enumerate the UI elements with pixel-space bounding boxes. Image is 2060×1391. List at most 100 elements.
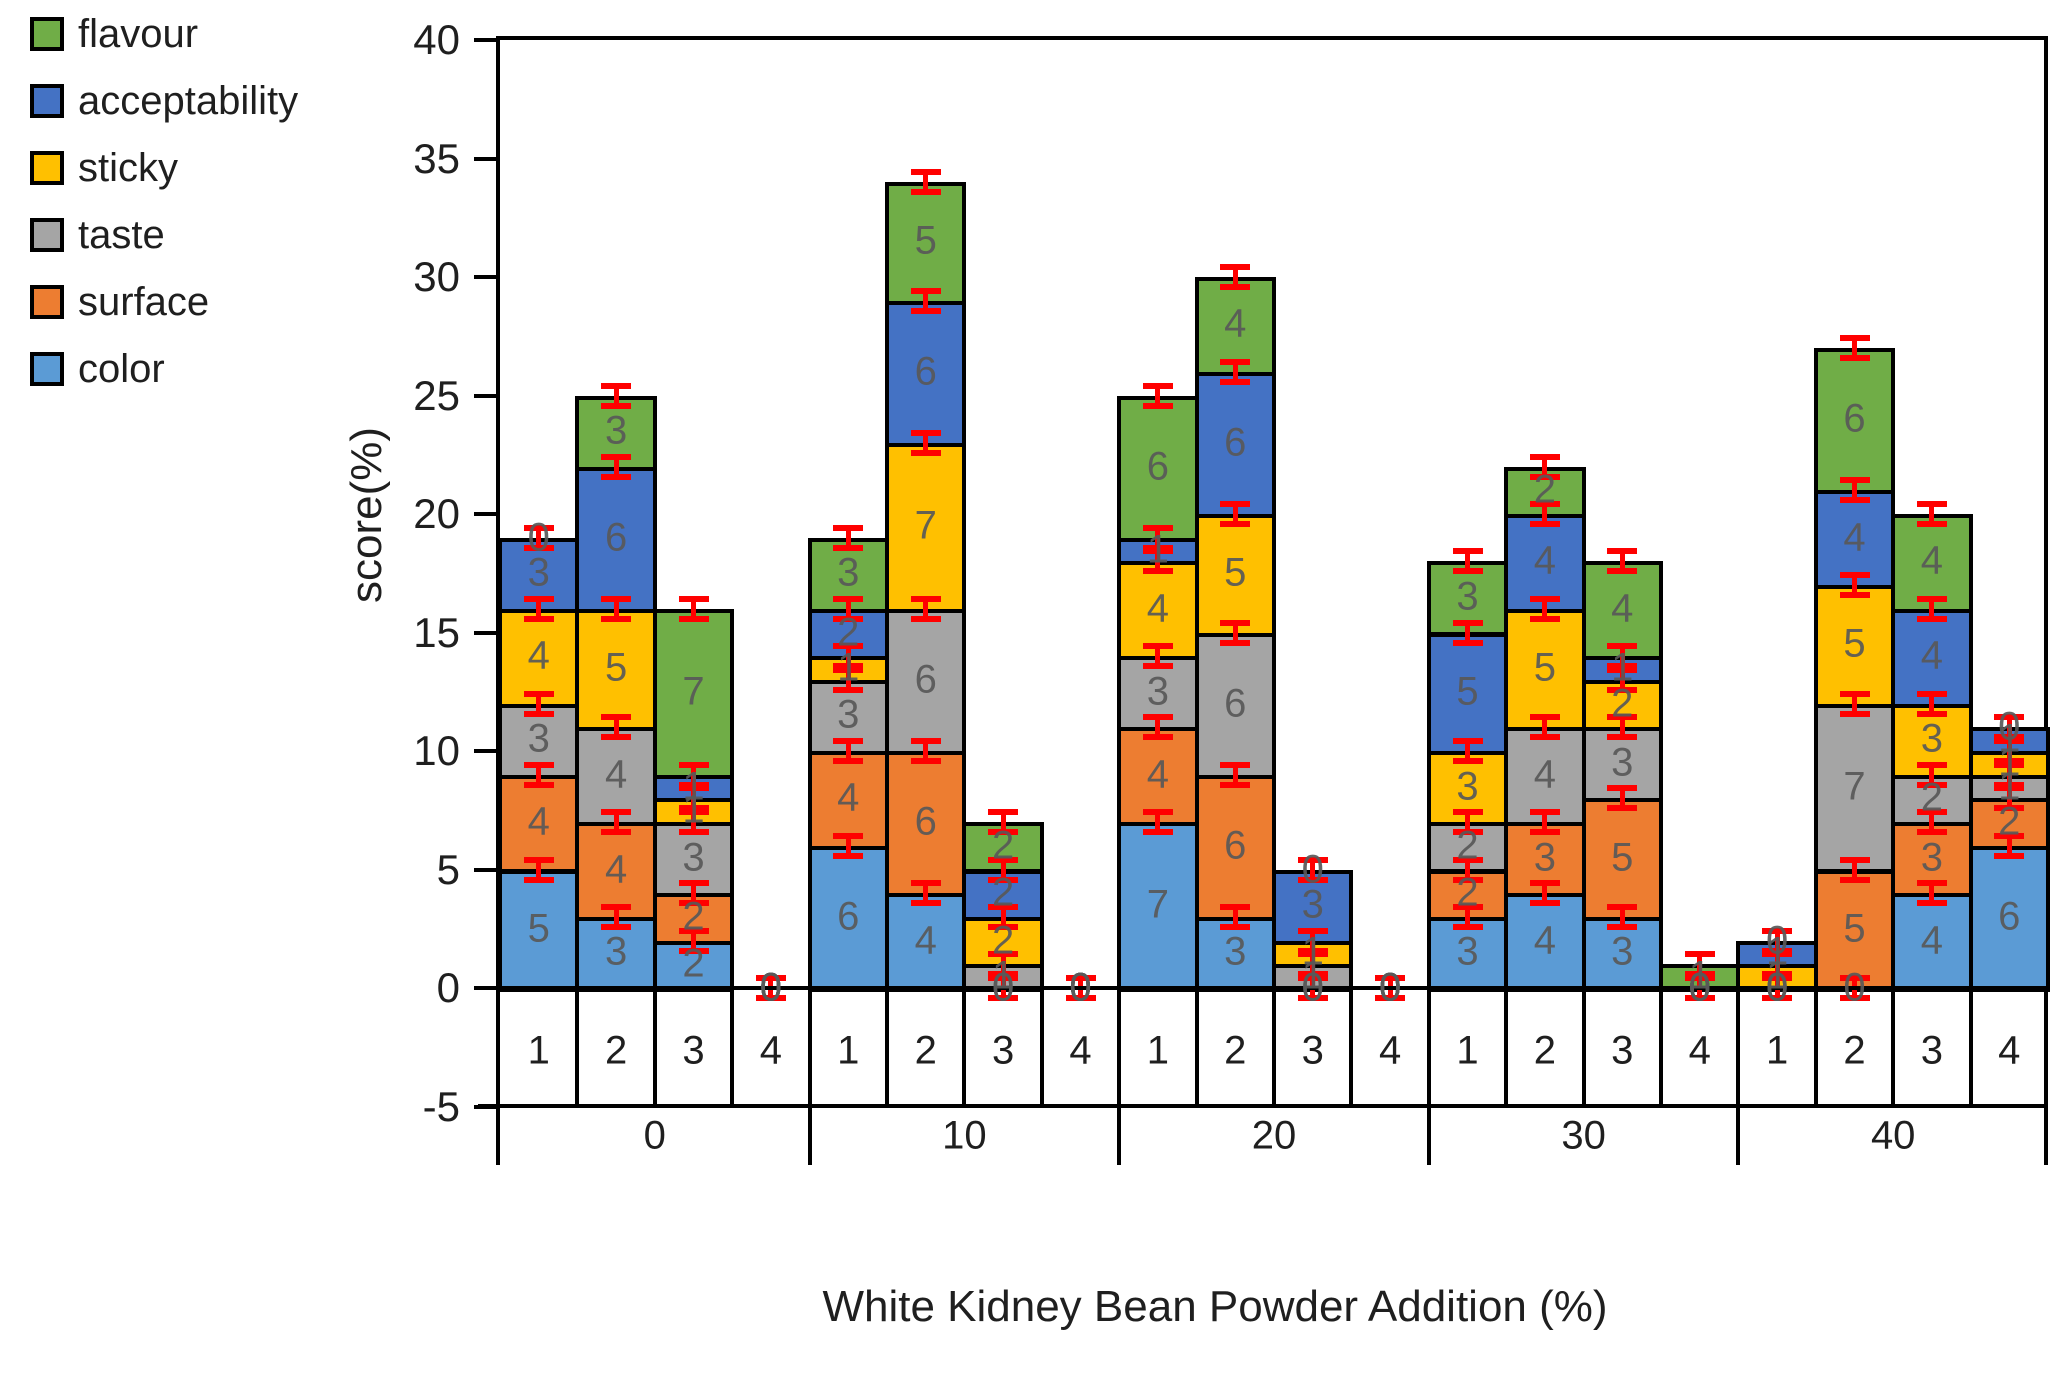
- replicate-separator-line: [1813, 988, 1818, 1106]
- replicate-label: 1: [837, 1028, 860, 1073]
- segment-label: 0: [1069, 965, 1092, 1010]
- error-bar-stem: [1155, 548, 1161, 575]
- error-bar-stem: [845, 666, 851, 693]
- legend-swatch-sticky-icon: [30, 151, 64, 185]
- error-bar-stem: [1310, 856, 1316, 883]
- legend: flavour acceptability sticky taste surface co…: [30, 11, 298, 416]
- error-bar-stem: [1852, 690, 1857, 717]
- y-tick-label: 5: [436, 845, 460, 893]
- segment-label: 4: [1920, 538, 1944, 583]
- error-bar-cap-bottom: [1607, 686, 1638, 693]
- segment-label: 5: [527, 906, 550, 951]
- error-bar-stem: [1155, 382, 1161, 409]
- legend-item-taste: taste: [30, 213, 298, 257]
- error-bar-cap-bottom: [523, 710, 554, 717]
- y-tick-mark: [474, 630, 496, 635]
- error-bar-stem: [613, 595, 619, 622]
- error-bar-stem: [1619, 903, 1625, 930]
- segment-label: 6: [914, 799, 937, 844]
- error-bar-stem: [1232, 619, 1238, 646]
- error-bar-stem: [2006, 761, 2012, 788]
- error-bar-stem: [2006, 714, 2012, 741]
- error-bar-cap-bottom: [1220, 521, 1251, 527]
- error-bar-stem: [1929, 501, 1935, 527]
- segment-label: 0: [759, 965, 783, 1010]
- segment-label: 4: [527, 799, 550, 844]
- segment-label: 2: [991, 823, 1015, 868]
- segment-label: 2: [1456, 823, 1479, 868]
- y-tick-label: 15: [413, 608, 460, 656]
- error-bar-cap-bottom: [1839, 497, 1870, 504]
- segment-label: 0: [1301, 965, 1324, 1010]
- error-bar-stem: [1929, 809, 1935, 836]
- error-bar-cap-bottom: [601, 402, 632, 409]
- segment-label: 7: [1843, 764, 1866, 809]
- segment-label: 3: [1224, 929, 1247, 974]
- replicate-label: 4: [1378, 1028, 1402, 1073]
- error-bar-stem: [1619, 548, 1625, 575]
- group-separator-line: [1117, 988, 1122, 1165]
- error-bar-cap-bottom: [988, 876, 1019, 883]
- error-bar-cap-bottom: [601, 923, 632, 930]
- error-bar-cap-bottom: [1142, 568, 1173, 575]
- segment-label: 7: [1146, 882, 1170, 927]
- segment-label: 5: [1843, 906, 1866, 951]
- y-tick-label: 10: [413, 727, 460, 774]
- error-bar-cap-bottom: [1375, 995, 1406, 1001]
- error-bar-cap-bottom: [1994, 805, 2025, 812]
- segment-label: 4: [1146, 586, 1170, 631]
- error-bar-cap-bottom: [1452, 829, 1483, 836]
- segment-label: 4: [1920, 918, 1944, 963]
- legend-label: flavour: [78, 11, 199, 56]
- segment-label: 0: [759, 965, 783, 1010]
- error-bar-cap-bottom: [1762, 995, 1793, 1001]
- segment-flavour: [885, 182, 967, 305]
- legend-label: surface: [78, 279, 210, 324]
- segment-label: 2: [1920, 775, 1944, 820]
- segment-label: 0: [991, 965, 1015, 1010]
- segment-label: 3: [1456, 574, 1479, 619]
- segment-label: 3: [1456, 929, 1479, 974]
- error-bar-stem: [1542, 714, 1548, 741]
- replicate-separator-line: [1504, 988, 1509, 1106]
- error-bar-cap-bottom: [910, 615, 941, 622]
- y-tick-mark: [474, 1104, 496, 1109]
- segment-label: 1: [1301, 953, 1324, 998]
- error-bar-stem: [1697, 951, 1703, 978]
- replicate-label: 4: [1069, 1028, 1092, 1073]
- error-bar-stem: [1155, 643, 1161, 670]
- error-bar-cap-bottom: [910, 449, 941, 456]
- replicate-label: 2: [1843, 1028, 1866, 1073]
- segment-label: 1: [1998, 740, 2021, 785]
- error-bar-cap-bottom: [678, 829, 709, 836]
- error-bar-cap-bottom: [1452, 876, 1483, 883]
- segment-label: 3: [1611, 740, 1634, 785]
- segment-label: 3: [527, 550, 550, 595]
- segment-label: 7: [682, 669, 705, 714]
- replicate-label: 2: [604, 1028, 628, 1073]
- segment-label: 3: [837, 692, 860, 737]
- segment-label: 4: [1533, 538, 1557, 583]
- replicate-label: 1: [1456, 1028, 1479, 1073]
- segment-label: 0: [1688, 965, 1711, 1010]
- error-bar-stem: [1619, 714, 1625, 741]
- segment-label: 3: [604, 929, 628, 974]
- error-bar-cap-bottom: [1142, 829, 1173, 836]
- segment-label: 2: [1533, 467, 1557, 512]
- error-bar-stem: [845, 524, 851, 551]
- y-tick-label: -5: [422, 1082, 460, 1130]
- replicate-separator-line: [1349, 988, 1354, 1106]
- segment-label: 0: [1301, 965, 1324, 1010]
- error-bar-stem: [1000, 903, 1006, 930]
- error-bar-cap-bottom: [523, 876, 554, 883]
- segment-label: 0: [1378, 965, 1402, 1010]
- segment-label: 5: [604, 645, 628, 690]
- segment-label: 6: [604, 515, 628, 560]
- segment-label: 0: [759, 965, 783, 1010]
- legend-item-acceptability: acceptability: [30, 79, 298, 123]
- error-bar-stem: [1852, 572, 1857, 599]
- segment-label: 0: [1378, 965, 1402, 1010]
- segment-label: 0: [1688, 965, 1711, 1010]
- error-bar-cap-bottom: [833, 544, 864, 551]
- error-bar-cap-bottom: [1762, 971, 1793, 978]
